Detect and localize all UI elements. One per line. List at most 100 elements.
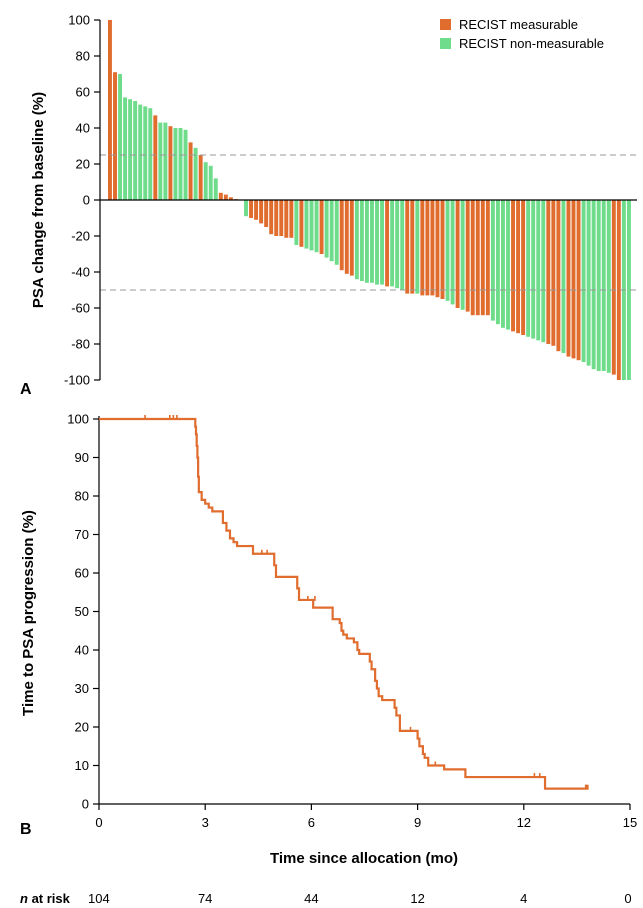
y-tick-label: -100 xyxy=(64,373,90,388)
bar xyxy=(279,200,284,236)
bar xyxy=(576,200,581,361)
bar xyxy=(249,200,254,218)
bar xyxy=(521,200,526,335)
bar xyxy=(375,200,379,285)
x-tick-label: 12 xyxy=(517,815,531,830)
bar xyxy=(183,129,188,200)
bar xyxy=(208,165,213,200)
bar xyxy=(516,200,521,334)
bar xyxy=(198,155,203,200)
bar xyxy=(203,162,208,200)
bar xyxy=(536,200,541,341)
legend-label-measurable: RECIST measurable xyxy=(459,17,578,32)
bar xyxy=(339,200,344,271)
km-curve xyxy=(99,417,589,790)
bar xyxy=(566,200,571,357)
bar xyxy=(425,200,430,296)
bar xyxy=(460,200,465,310)
legend-label-non-measurable: RECIST non-measurable xyxy=(459,36,604,51)
bar xyxy=(133,101,138,200)
bar xyxy=(445,200,450,301)
bar xyxy=(269,200,274,235)
bar xyxy=(480,200,485,316)
bar xyxy=(178,128,183,200)
at-risk-count: 4 xyxy=(520,891,527,906)
bar xyxy=(274,200,279,236)
bar xyxy=(586,200,591,366)
at-risk-count: 104 xyxy=(88,891,110,906)
bar xyxy=(334,200,339,265)
bar xyxy=(501,200,505,328)
y-tick-label-b: 50 xyxy=(75,604,89,619)
bar xyxy=(188,142,193,200)
at-risk-count: 0 xyxy=(624,891,631,906)
bar xyxy=(490,200,495,321)
bar xyxy=(626,200,631,380)
y-tick-label: -40 xyxy=(71,265,90,280)
bar xyxy=(591,200,596,370)
bar xyxy=(546,200,551,344)
bar xyxy=(440,200,445,299)
y-tick-label-b: 90 xyxy=(75,450,89,465)
at-risk-counts: 104 74 44 12 4 0 xyxy=(88,891,632,906)
bar xyxy=(314,200,319,253)
y-tick-label: 0 xyxy=(83,193,90,208)
bar xyxy=(400,200,405,290)
bar xyxy=(223,194,228,200)
x-tick-label: 3 xyxy=(202,815,209,830)
panel-label-b: B xyxy=(20,821,32,838)
y-tick-label-b: 70 xyxy=(75,527,89,542)
bar xyxy=(289,200,294,238)
y-tick-label-b: 40 xyxy=(75,643,89,658)
bar xyxy=(395,200,400,289)
bar xyxy=(168,126,173,200)
bar xyxy=(138,104,143,200)
y-tick-label: 20 xyxy=(76,157,90,172)
bar xyxy=(228,197,233,200)
x-tick-label: 15 xyxy=(623,815,637,830)
bar xyxy=(511,200,516,332)
y-tick-label: 40 xyxy=(76,121,90,136)
bar xyxy=(244,200,248,217)
bar xyxy=(143,106,148,200)
bar xyxy=(561,200,566,353)
at-risk-rest: at risk xyxy=(28,891,71,906)
bar xyxy=(455,200,460,308)
y-axis-label-b: Time to PSA progression (%) xyxy=(20,510,37,716)
y-tick-label: -80 xyxy=(71,337,90,352)
bar xyxy=(294,200,299,245)
bar xyxy=(430,200,435,296)
bar xyxy=(596,200,601,371)
at-risk-count: 74 xyxy=(198,891,212,906)
y-tick-label: -60 xyxy=(71,301,90,316)
bar xyxy=(410,200,415,294)
bar xyxy=(390,200,395,287)
bar xyxy=(319,200,324,254)
bar xyxy=(193,147,198,200)
bar xyxy=(153,115,158,200)
bar xyxy=(506,200,510,330)
bar xyxy=(385,200,390,287)
bar xyxy=(264,200,269,227)
bar xyxy=(601,200,606,371)
bar xyxy=(349,200,354,276)
bar xyxy=(370,200,374,283)
bar xyxy=(148,108,153,200)
bar xyxy=(113,72,117,200)
bar xyxy=(284,200,289,238)
bar xyxy=(309,200,314,251)
bar xyxy=(213,178,218,200)
km-axes: 0 10 20 30 40 50 60 70 80 90 100 0 3 6 9 12 15 xyxy=(67,412,637,831)
bar xyxy=(304,200,309,249)
bar xyxy=(485,200,490,316)
bar xyxy=(354,200,359,280)
bar xyxy=(581,200,586,362)
y-tick-label: 100 xyxy=(68,13,90,28)
bar xyxy=(465,200,470,312)
at-risk-count: 44 xyxy=(304,891,318,906)
at-risk-count: 12 xyxy=(410,891,424,906)
censor-marks xyxy=(144,415,587,790)
bar xyxy=(616,200,621,380)
bar xyxy=(420,200,425,296)
